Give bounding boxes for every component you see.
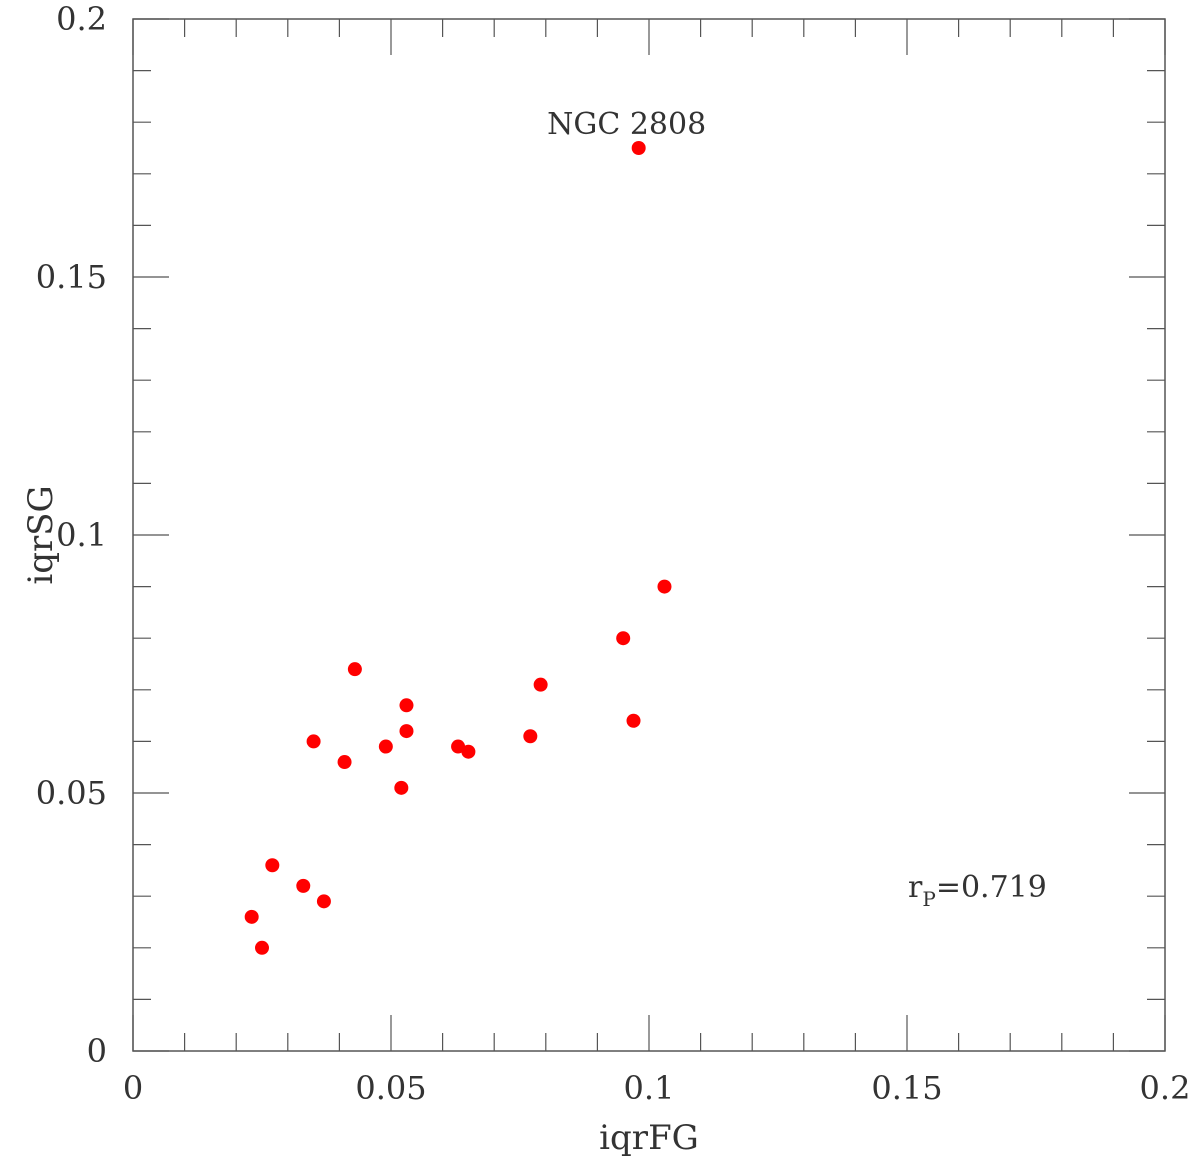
tick-labels: 00 0.05 0.05 0.1 0.1 0.15 0.15 0.2 0.2 [36, 0, 1191, 1107]
x-tick-label: 0.05 [355, 1069, 426, 1107]
data-point [657, 579, 672, 594]
point-annotation: NGC 2808 [547, 107, 706, 142]
data-point [523, 729, 538, 744]
y-tick-label: 0.05 [36, 774, 107, 812]
data-point [316, 894, 331, 909]
data-point [265, 858, 280, 873]
x-tick-label: 0.15 [871, 1069, 942, 1107]
data-point [461, 744, 476, 759]
data-point [296, 878, 311, 893]
data-point [626, 713, 641, 728]
data-point [533, 677, 548, 692]
correlation-value: =0.719 [936, 870, 1047, 905]
data-points [244, 141, 672, 955]
data-point [451, 739, 466, 754]
y-tick-label: 0.1 [56, 516, 107, 554]
data-point [244, 909, 259, 924]
data-point [378, 739, 393, 754]
correlation-subscript: P [922, 887, 935, 911]
data-point [255, 940, 269, 955]
data-point [306, 734, 321, 749]
y-axis-label: iqrSG [21, 485, 61, 584]
data-point [616, 631, 631, 646]
x-tick-label: 0 [123, 1069, 143, 1107]
data-point [337, 755, 352, 770]
correlation-symbol: r [908, 870, 923, 905]
data-point [399, 698, 414, 713]
data-point [399, 724, 414, 739]
data-point [631, 141, 646, 155]
y-tick-label: 0.15 [36, 258, 107, 296]
x-axis-label: iqrFG [599, 1118, 699, 1158]
data-point [394, 780, 409, 795]
x-tick-label: 0.1 [624, 1069, 675, 1107]
correlation-label: rP=0.719 [908, 870, 1047, 911]
plot-frame [132, 18, 1166, 1052]
y-tick-label: 0 [87, 1032, 107, 1070]
y-tick-label: 0.2 [56, 0, 107, 38]
x-tick-label: 0.2 [1140, 1069, 1191, 1107]
data-point [347, 662, 362, 677]
